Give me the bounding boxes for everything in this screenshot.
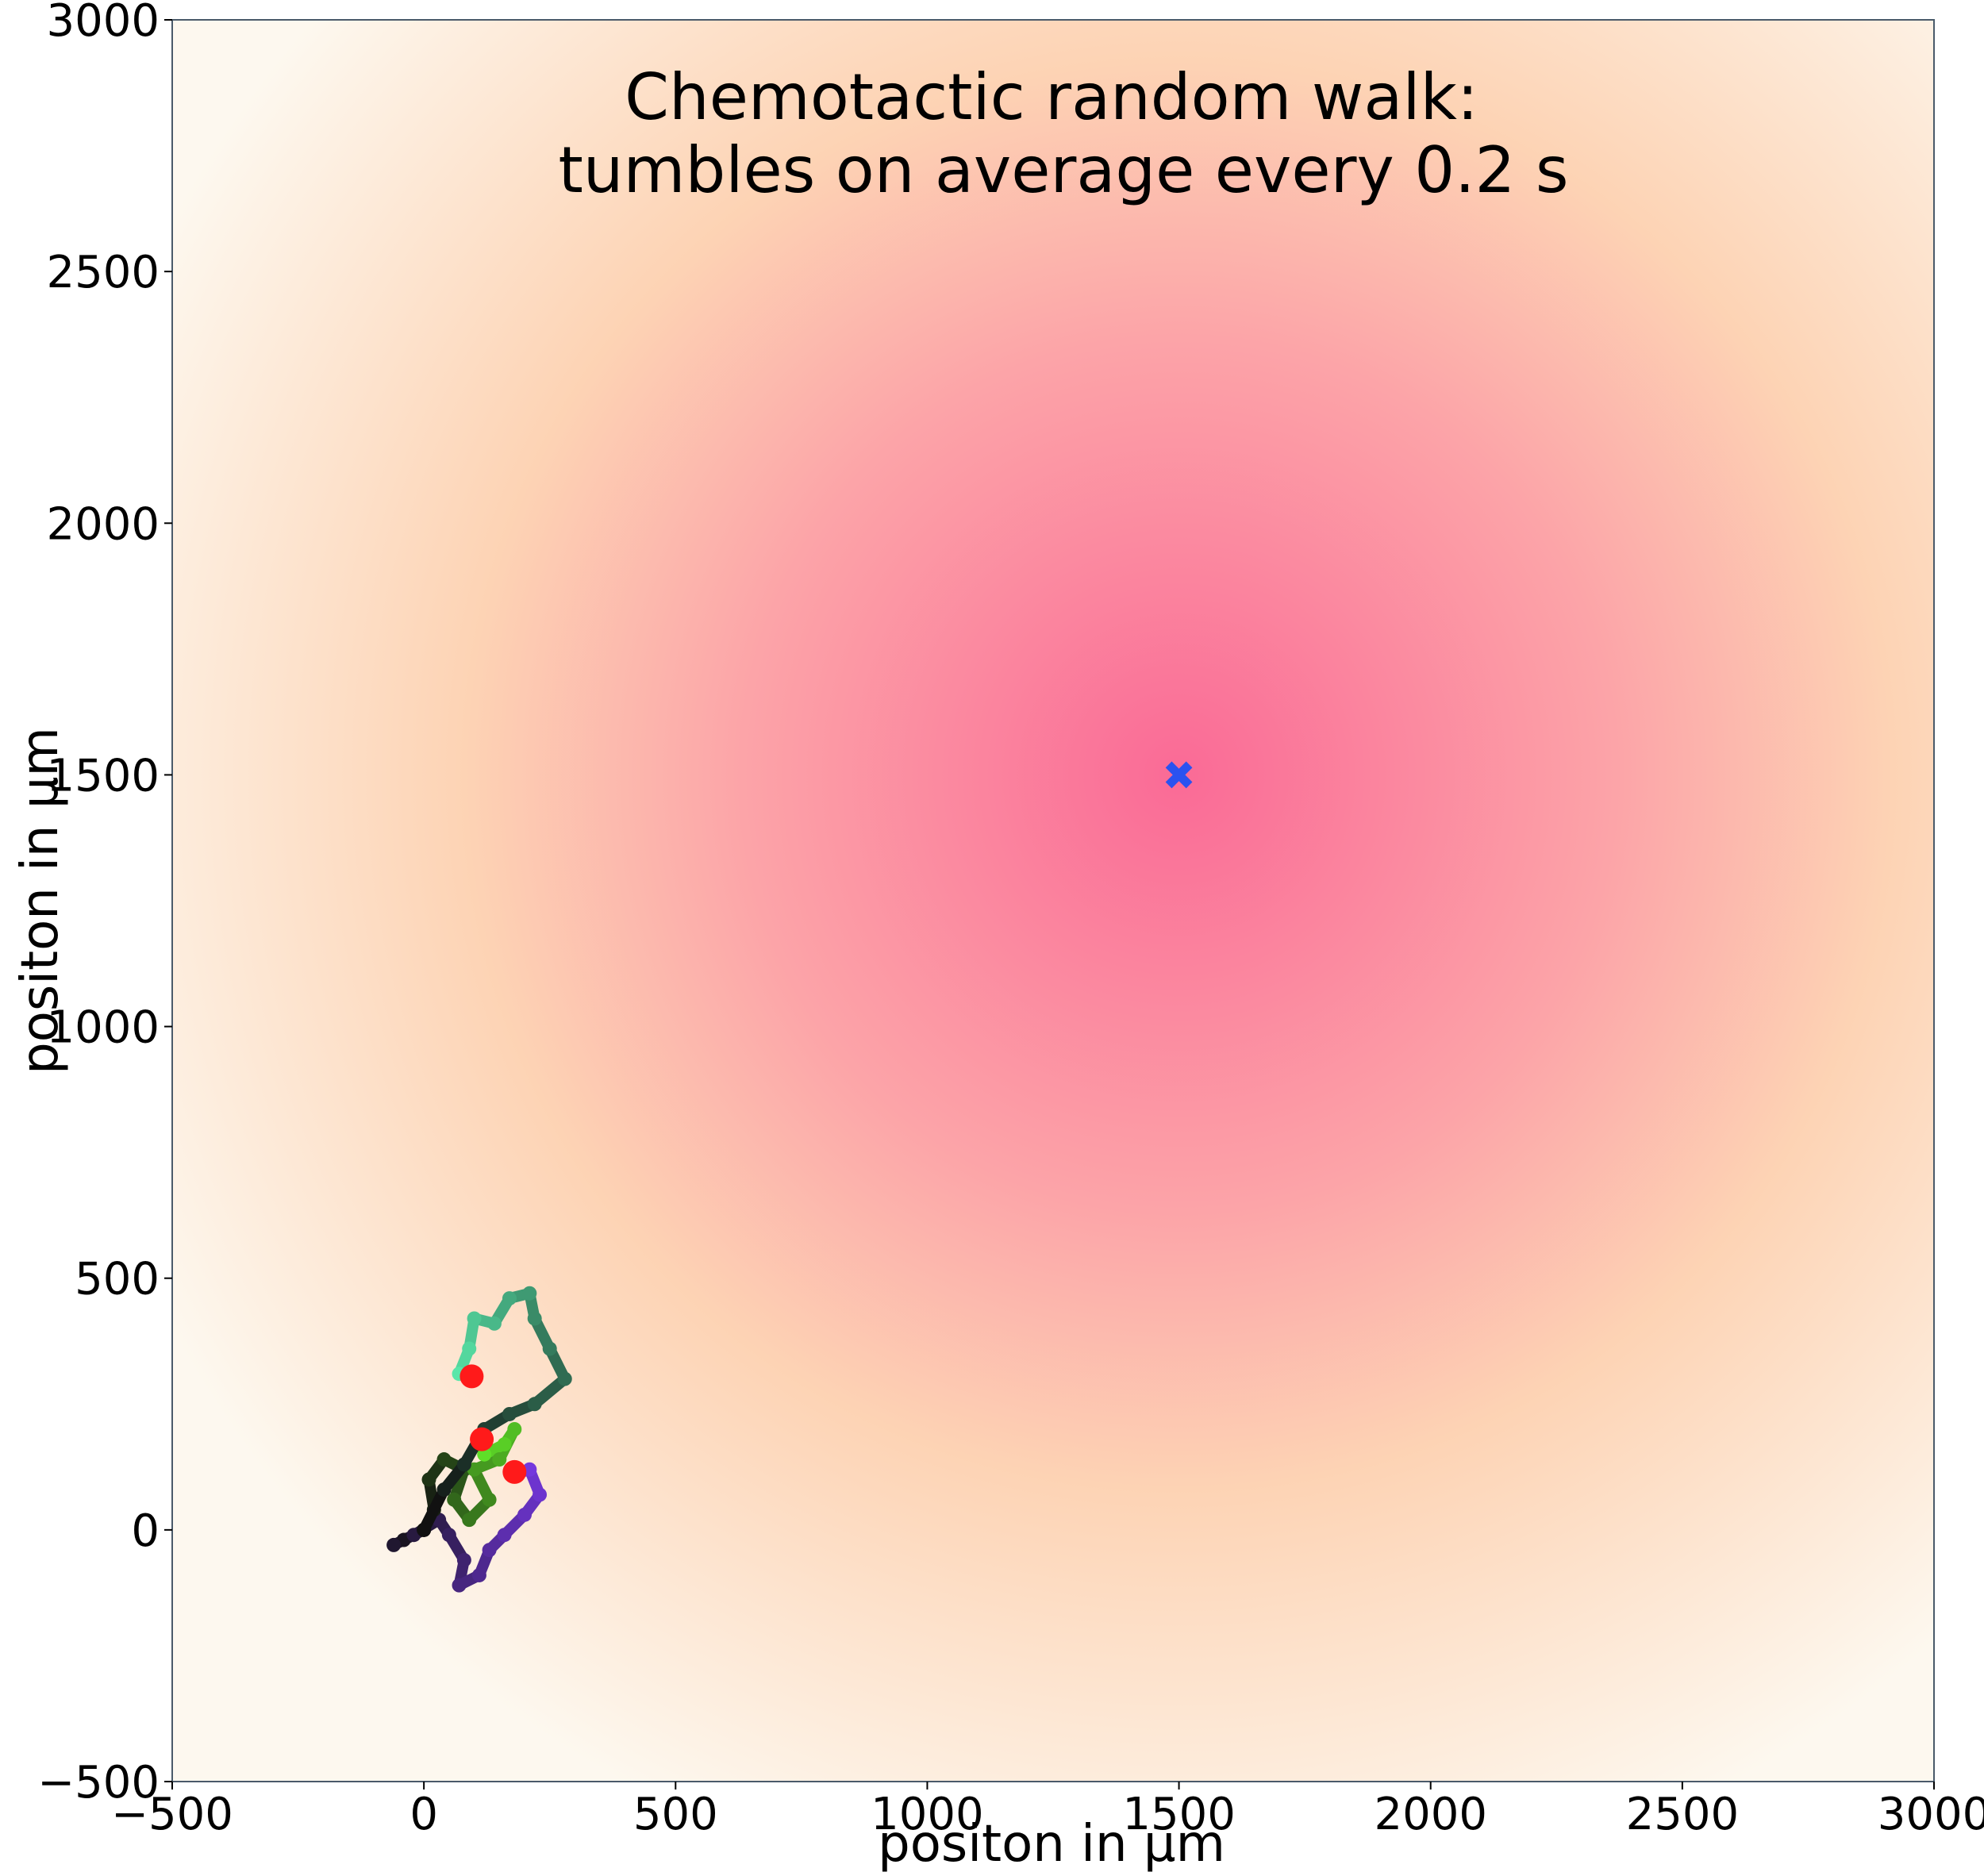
y-tick-label: 2000 [46,498,160,550]
walk-point [497,1437,512,1452]
x-tick-label: 3000 [1878,1789,1984,1840]
attractant-source-marker [1165,761,1193,789]
x-tick-label: 0 [409,1789,438,1840]
walk-point [386,1537,402,1552]
walk-point [421,1472,436,1487]
walk-point [502,1406,517,1421]
walk-point [467,1311,482,1326]
walk-segment [418,1484,450,1536]
plot-area [172,20,1934,1782]
walk-point [456,1552,471,1567]
walk-point [527,1311,542,1326]
plot-frame [171,19,1935,1782]
walk-point [447,1492,462,1507]
x-tick-label: 1500 [1122,1789,1236,1840]
final-position-marker-3 [502,1459,527,1484]
walk-point [482,1492,497,1507]
walk-point [441,1528,456,1543]
walk-point [522,1286,537,1301]
walk-point [507,1422,522,1436]
x-tick-label: 2000 [1374,1789,1487,1840]
concentration-field [172,20,1934,1782]
y-tick-label: −500 [37,1757,160,1809]
walk-point [517,1507,532,1522]
walk-point [486,1316,502,1331]
walk-point [533,1487,548,1502]
walk-point [482,1543,497,1558]
final-position-marker-1 [459,1364,484,1389]
walk-point [527,1397,542,1412]
walk-point [436,1452,452,1467]
walk-point [502,1291,517,1306]
x-tick-label: 2500 [1626,1789,1740,1840]
x-axis-ticks: −500 0 500 1000 1500 2000 2500 3000 [111,1782,1984,1840]
y-axis-ticks: −500 0 500 1000 1500 2000 2500 3000 [37,0,172,1809]
y-tick-label: 0 [131,1505,160,1557]
walk-point [492,1452,507,1467]
x-axis-label: positon in μm [878,1815,1225,1874]
walk-point [542,1341,557,1356]
walk-point [456,1457,471,1472]
walk-point [497,1528,512,1543]
walk-point [462,1341,477,1356]
walk-point [471,1567,486,1582]
y-tick-label: 1500 [46,750,160,802]
y-axis-label: positon in μm [11,727,70,1074]
walk-point [436,1482,452,1497]
x-tick-label: 1000 [871,1789,984,1840]
chart-title-line-1: Chemotactic random walk: [625,60,1478,134]
final-position-marker-2 [470,1427,494,1451]
walk-point [462,1513,477,1528]
walk-point [417,1522,432,1537]
walk-point [452,1578,467,1593]
chart-title-line-2: tumbles on average every 0.2 s [558,133,1568,207]
final-position-markers [459,1364,527,1484]
x-tick-label: 500 [633,1789,718,1840]
y-tick-label: 3000 [46,0,160,47]
target-x-marker [1165,761,1193,789]
y-tick-label: 500 [75,1254,160,1305]
x-tick-label: −500 [111,1789,233,1840]
y-tick-label: 2500 [46,247,160,298]
y-tick-label: 1000 [46,1002,160,1054]
walk-point [557,1371,572,1386]
